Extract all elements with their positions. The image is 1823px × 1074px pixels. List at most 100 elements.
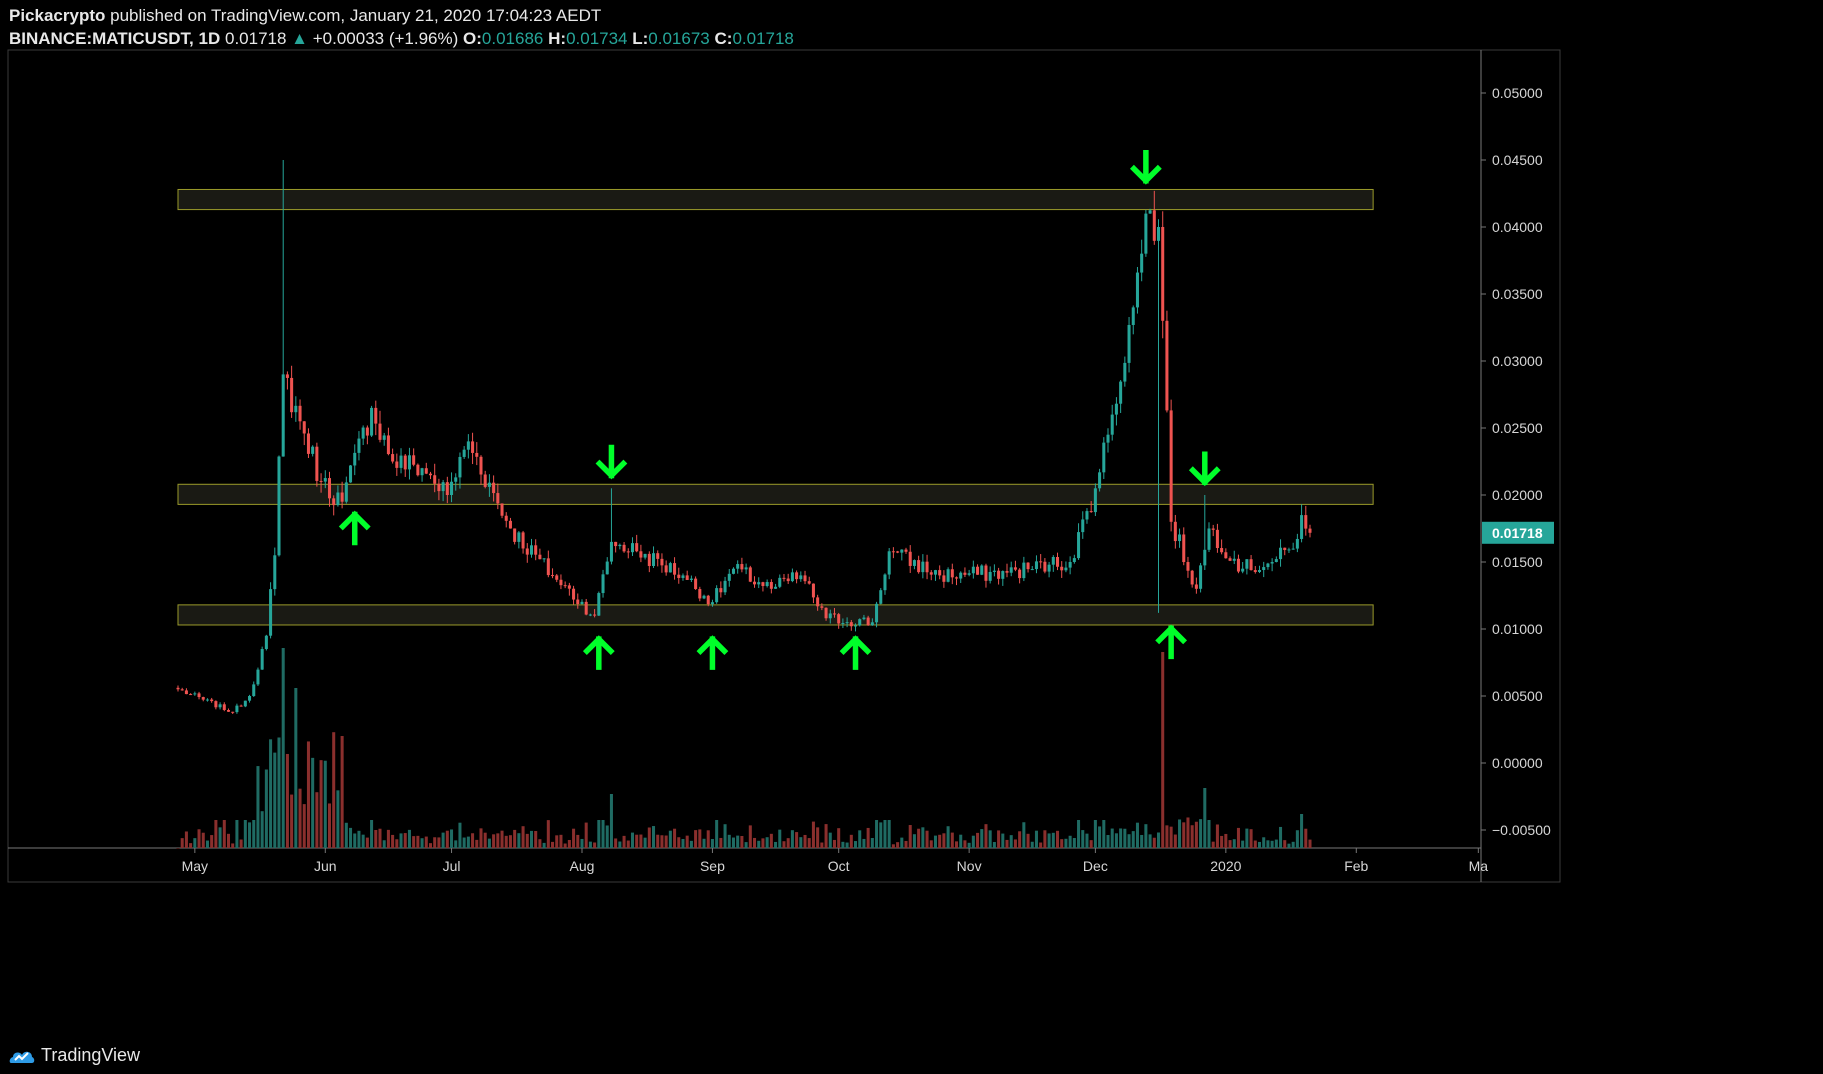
volume-bar (643, 837, 647, 848)
candle-body (1249, 559, 1253, 571)
volume-bar (517, 833, 521, 848)
candle-body (1262, 567, 1266, 570)
candle-body (370, 407, 374, 436)
candle-body (1055, 556, 1060, 567)
volume-bar (1161, 652, 1165, 848)
volume-bar (180, 838, 184, 848)
volume-bar (214, 820, 218, 848)
volume-bar (344, 822, 348, 848)
volume-bar (281, 648, 285, 848)
candle-body (357, 438, 361, 453)
candle-body (656, 553, 660, 559)
volume-bar (1249, 829, 1253, 848)
volume-bar (1283, 840, 1287, 848)
candle-body (555, 575, 559, 580)
candle-body (365, 427, 369, 436)
candle-body (201, 697, 205, 700)
volume-bar (912, 834, 916, 848)
volume-bar (496, 833, 500, 848)
tradingview-brand[interactable]: TradingView (9, 1045, 140, 1066)
volume-bar (500, 830, 504, 848)
volume-bar (551, 841, 555, 848)
volume-bar (740, 835, 744, 848)
candle-body (1089, 511, 1093, 513)
candle-body (1051, 556, 1055, 565)
volume-bar (1127, 834, 1131, 848)
candle-body (950, 569, 954, 578)
volume-bar (778, 829, 782, 848)
volume-bar (761, 838, 765, 848)
volume-bar (542, 842, 546, 848)
price-tick-label: 0.05000 (1492, 85, 1543, 101)
volume-bar (950, 832, 954, 848)
volume-bar (736, 835, 740, 848)
volume-bar (841, 841, 845, 848)
candle-body (306, 433, 310, 454)
candle-body (450, 481, 454, 495)
volume-bar (1022, 822, 1026, 848)
candle-body (197, 693, 201, 698)
candle-body (870, 622, 874, 626)
volume-bar (828, 832, 832, 848)
volume-bar (677, 837, 681, 848)
volume-bar (896, 842, 900, 848)
volume-bar (504, 835, 508, 848)
volume-bar (428, 843, 433, 848)
candle-body (311, 446, 315, 454)
volume-bar (416, 835, 420, 848)
candle-body (862, 617, 866, 620)
volume-bar (702, 838, 706, 848)
support-resistance-zones (177, 188, 1374, 626)
publisher-name[interactable]: Pickacrypto (9, 6, 106, 25)
volume-bar (184, 831, 188, 848)
volume-bar (243, 820, 247, 848)
volume-bar (1245, 828, 1249, 848)
time-tick-label: May (182, 858, 208, 874)
volume-bar (1047, 833, 1051, 848)
candle-body (458, 456, 462, 478)
arrow-up-icon (696, 635, 729, 670)
volume-bar (782, 841, 786, 848)
volume-bar (336, 790, 340, 848)
candle-body (904, 549, 908, 552)
volume-bar (1190, 825, 1194, 848)
volume-bar (803, 834, 807, 848)
volume-bar (412, 836, 416, 848)
volume-bar (765, 837, 769, 848)
volume-bar (656, 834, 660, 848)
candle-body (673, 563, 677, 575)
tradingview-logo-icon (9, 1051, 35, 1063)
volume-bar (508, 835, 512, 848)
candle-body (891, 551, 895, 553)
candle-body (706, 595, 710, 605)
volume-bar (386, 829, 390, 848)
publish-text: published on TradingView.com, January 21… (105, 6, 602, 25)
candle-body (563, 585, 567, 587)
volume-bar (1123, 828, 1127, 848)
candle-body (1152, 210, 1156, 241)
candle-body (492, 482, 496, 494)
volume-bar (963, 840, 967, 848)
candle-body (252, 684, 256, 696)
candle-body (407, 455, 411, 470)
candle-body (609, 541, 613, 562)
candle-body (437, 483, 441, 492)
volume-bar (260, 811, 264, 848)
candle-body (479, 456, 483, 475)
candle-body (576, 599, 580, 605)
volume-bar (273, 752, 277, 848)
volume-bar (647, 827, 651, 848)
candle-body (1291, 548, 1295, 550)
volume-bar (774, 841, 778, 848)
time-axis[interactable]: May Jun Jul Aug Sep Oct Nov Dec 2020 Feb Ma (182, 848, 1489, 874)
candle-body (597, 593, 601, 616)
volume-bar (862, 838, 866, 848)
volume-bar (706, 830, 710, 848)
volume-bar (311, 757, 315, 848)
candle-body (1194, 584, 1198, 589)
volume-bar (635, 834, 639, 848)
volume-bar (1279, 826, 1283, 848)
candle-body (344, 482, 348, 502)
price-axis[interactable]: 0.05000 0.04500 0.04000 0.03500 0.03000 0.025… (1481, 85, 1551, 838)
